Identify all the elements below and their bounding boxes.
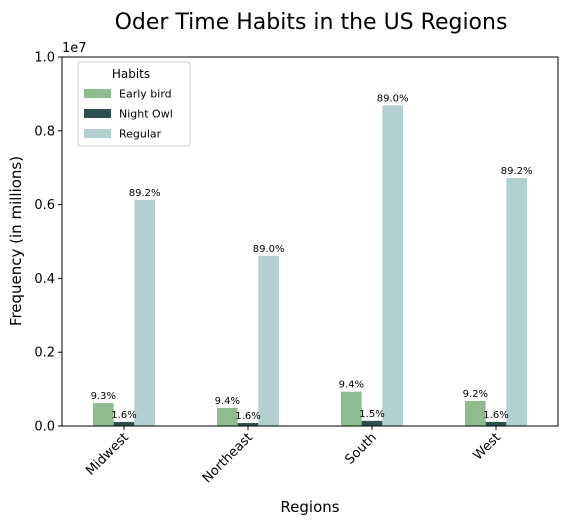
y-tick-label: 0.4 <box>34 272 55 287</box>
bar-label: 1.5% <box>359 409 384 420</box>
bar-label: 89.0% <box>377 93 409 104</box>
y-offset-label: 1e7 <box>62 41 87 56</box>
chart-title: Oder Time Habits in the US Regions <box>115 10 508 35</box>
legend: Habits Early bird Night Owl Regular <box>77 61 191 147</box>
bar-label: 9.2% <box>463 389 488 400</box>
legend-entry: Night Owl <box>119 108 173 121</box>
y-tick-label: 0.6 <box>34 198 55 213</box>
bar-early-bird-midwest <box>93 403 114 426</box>
y-axis-label: Frequency (in millions) <box>7 156 25 326</box>
bar-regular-west <box>506 178 527 426</box>
bar-label: 9.3% <box>91 391 116 402</box>
bar-night-owl-northeast <box>237 423 259 426</box>
bar-label: 1.6% <box>483 410 508 421</box>
x-axis-label: Regions <box>280 498 339 516</box>
bar-early-bird-south <box>341 391 362 426</box>
x-tick-label: Midwest <box>83 430 132 479</box>
y-tick-label: 0.2 <box>34 346 55 361</box>
legend-swatch <box>84 129 111 138</box>
bar-regular-midwest <box>134 199 155 426</box>
x-tick-label: South <box>343 430 380 467</box>
bar-label: 9.4% <box>215 396 240 407</box>
bars-layer <box>93 105 527 427</box>
bar-early-bird-northeast <box>217 407 238 426</box>
bar-label: 1.6% <box>235 411 260 422</box>
bar-early-bird-west <box>465 400 486 426</box>
bar-night-owl-west <box>485 421 507 426</box>
x-tick-label: West <box>471 430 504 463</box>
bar-label: 9.4% <box>339 380 364 391</box>
legend-entry: Regular <box>119 128 162 141</box>
x-tick-label: Northeast <box>200 430 256 486</box>
bar-night-owl-midwest <box>113 421 135 426</box>
bar-label: 89.2% <box>129 188 161 199</box>
bar-label: 1.6% <box>111 410 136 421</box>
bar-label: 89.0% <box>253 244 285 255</box>
legend-frame <box>77 61 191 147</box>
y-tick-label: 0.8 <box>34 124 55 139</box>
y-tick-label: 0.0 <box>34 420 55 435</box>
legend-title: Habits <box>112 67 150 81</box>
bar-regular-northeast <box>258 255 279 426</box>
y-tick-label: 1.0 <box>34 51 55 66</box>
plot-area-frame <box>61 56 559 427</box>
bar-label: 89.2% <box>501 166 533 177</box>
bar-night-owl-south <box>361 420 383 426</box>
x-axis: Midwest Northeast South West <box>83 426 504 486</box>
legend-entry: Early bird <box>119 88 172 101</box>
y-axis: 0.0 0.2 0.4 0.6 0.8 1.0 <box>34 51 62 435</box>
bar-labels-layer: 9.3% 9.4% 9.4% 9.2% 1.6% 1.6% 1.5% 1.6% 89.2% 89.… <box>91 93 533 422</box>
legend-swatch <box>84 109 111 118</box>
bar-regular-south <box>382 105 403 427</box>
legend-swatch <box>84 89 111 98</box>
